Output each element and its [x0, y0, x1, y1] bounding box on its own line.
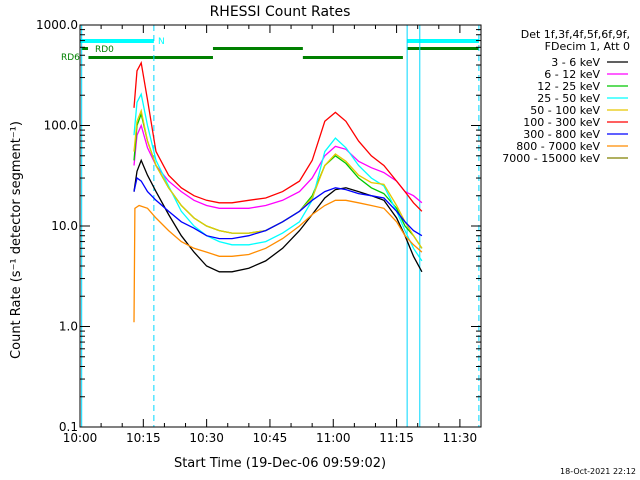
legend-label: 7000 - 15000 keV	[502, 152, 600, 165]
state-bar	[80, 39, 154, 43]
legend-header: FDecim 1, Att 0	[545, 40, 630, 53]
attenuator-bands: N RD0 RD6	[61, 37, 479, 63]
series-line-6	[133, 176, 423, 240]
chart-title: RHESSI Count Rates	[210, 4, 351, 20]
y-tick-label: 1.0	[59, 320, 78, 334]
x-tick-label: 10:15	[126, 431, 161, 445]
y-tick-label: 1000.0	[36, 18, 78, 32]
legend-label: 300 - 800 keV	[523, 128, 600, 141]
annotation-label: RD6	[61, 53, 80, 63]
series-line-5	[133, 60, 423, 212]
state-bar	[81, 47, 88, 50]
state-bar	[407, 47, 479, 50]
legend: Det 1f,3f,4f,5f,6f,9f,FDecim 1, Att 0 3 -…	[502, 28, 630, 165]
legend-header: Det 1f,3f,4f,5f,6f,9f,	[521, 28, 630, 41]
y-tick-label: 0.1	[59, 420, 78, 434]
x-tick-label: 10:30	[189, 431, 224, 445]
annotation-label: RD0	[95, 45, 114, 55]
series-lines	[133, 60, 423, 323]
y-tick-label: 100.0	[44, 119, 78, 133]
x-axis-label: Start Time (19-Dec-06 09:59:02)	[174, 456, 386, 471]
y-tick-label: 10.0	[51, 219, 78, 233]
x-tick-label: 11:30	[443, 431, 478, 445]
legend-label: 6 - 12 keV	[544, 68, 600, 81]
y-axis-label: Count Rate (s⁻¹ detector segment⁻¹)	[9, 121, 24, 359]
axis-ticks: 10:00 10:15 10:30 10:45 11:00 11:15 11:30 0.1 1.…	[36, 18, 482, 445]
series-line-0	[133, 158, 423, 273]
legend-label: 25 - 50 keV	[537, 92, 600, 105]
annotation-label: N	[158, 37, 165, 47]
legend-label: 3 - 6 keV	[551, 56, 600, 69]
legend-label: 800 - 7000 keV	[516, 140, 600, 153]
state-bar	[88, 56, 213, 59]
state-bar	[212, 47, 303, 50]
x-tick-label: 11:00	[316, 431, 351, 445]
state-bar	[302, 56, 403, 59]
state-bar	[407, 39, 479, 43]
x-tick-label: 11:15	[379, 431, 414, 445]
render-timestamp: 18-Oct-2021 22:12	[560, 467, 636, 476]
legend-label: 12 - 25 keV	[537, 80, 600, 93]
series-line-7	[133, 199, 423, 323]
plot-frame	[79, 24, 482, 428]
x-tick-label: 10:45	[253, 431, 288, 445]
legend-label: 100 - 300 keV	[523, 116, 600, 129]
legend-label: 50 - 100 keV	[530, 104, 600, 117]
x-tick-label: 10:00	[63, 431, 98, 445]
